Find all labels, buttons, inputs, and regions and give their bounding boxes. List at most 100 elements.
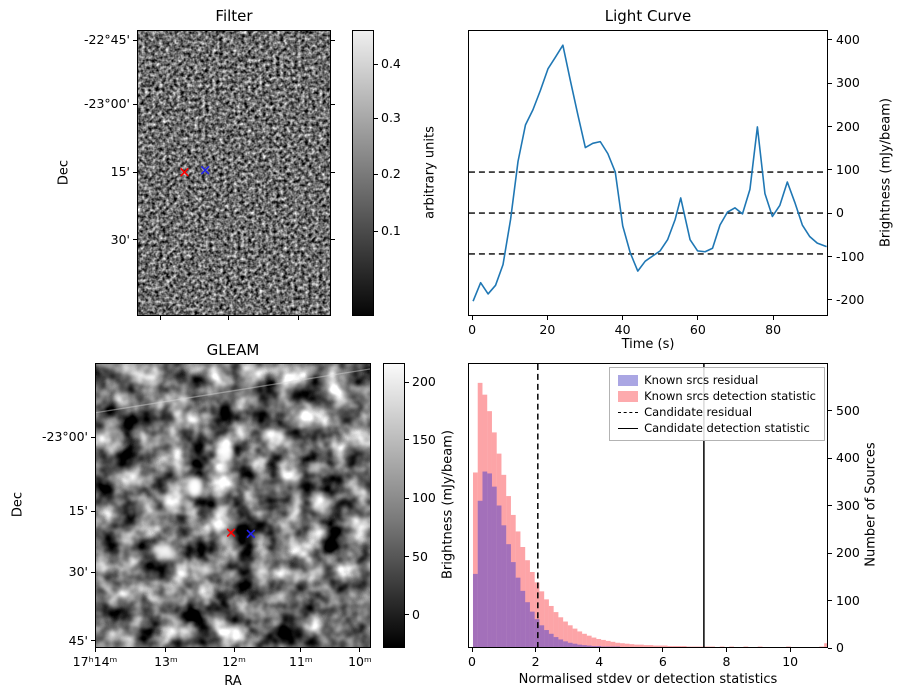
gleam-source-blob [199, 565, 212, 576]
gleam-noise-image [96, 364, 370, 647]
tick-mark [828, 169, 832, 171]
tick-mark [828, 126, 832, 128]
hist-bar [529, 572, 535, 647]
legend-patch-swatch [618, 390, 639, 402]
colorbar-tick-label: 0.3 [381, 110, 401, 126]
tick-mark [546, 316, 548, 320]
hist-bar [491, 432, 497, 647]
hist-bar [529, 611, 535, 647]
hist-bar [491, 486, 497, 647]
x-tick-label: 6 [658, 654, 667, 669]
y-tick-label: 15' [110, 164, 130, 180]
gleam-source-blob [185, 476, 204, 499]
y-tick-label: 100 [836, 161, 860, 177]
light-curve-plot [469, 44, 827, 302]
hist-bar [563, 641, 568, 647]
light-curve-xlabel: Time (s) [621, 337, 675, 352]
y-tick-label: 200 [836, 118, 860, 134]
histogram-plot [472, 364, 827, 647]
hist-bar [577, 644, 583, 647]
histogram-legend: Known srcs residual Known srcs detection … [609, 367, 825, 441]
light-curve-axes [468, 30, 828, 316]
gleam-source-blob [219, 444, 233, 462]
hist-bar [510, 562, 516, 647]
hist-bar [563, 621, 568, 647]
y-tick-label: -100 [836, 248, 865, 264]
gleam-title: GLEAM [206, 341, 260, 359]
x-tick-label: 4 [595, 654, 604, 669]
filter-title: Filter [215, 7, 253, 25]
tick-mark [471, 648, 473, 652]
y-tick-label: 30' [68, 564, 88, 580]
hist-bar [501, 474, 507, 647]
tick-mark [300, 648, 302, 652]
hist-bar [477, 382, 483, 647]
hist-bar [677, 646, 682, 647]
hist-bar [515, 531, 521, 647]
tick-mark [331, 39, 335, 41]
hist-bar [548, 605, 554, 647]
y-tick-label: 30' [110, 231, 130, 247]
hist-bar [648, 645, 654, 647]
y-tick-label: -23°00' [83, 96, 130, 112]
reference-x-marker [246, 529, 255, 538]
tick-mark [91, 510, 95, 512]
colorbar-tick-label: 150 [412, 431, 436, 447]
hist-bar [643, 645, 649, 647]
tick-mark [622, 316, 624, 320]
tick-mark [828, 212, 832, 214]
hist-bar [477, 500, 483, 647]
tick-mark [233, 648, 235, 652]
filter-colorbar-label: arbitrary units [422, 126, 438, 219]
legend-solid-line-swatch [618, 427, 639, 429]
gleam-source-blob [126, 507, 137, 516]
y-tick-label: 45' [68, 632, 88, 648]
candidate-x-marker [180, 167, 189, 177]
hist-bar [534, 582, 540, 647]
tick-mark [405, 614, 409, 616]
hist-bar [539, 625, 545, 647]
hist-bar [681, 646, 687, 647]
tick-mark [91, 571, 95, 573]
tick-mark [726, 648, 727, 652]
legend-dashed-line-swatch [618, 411, 639, 413]
hist-bar [525, 560, 530, 647]
colorbar-tick-label: 200 [412, 374, 436, 390]
tick-mark [828, 410, 832, 411]
hist-bar [586, 635, 592, 647]
tick-mark [91, 436, 95, 438]
y-tick-label: 400 [836, 31, 860, 47]
hist-bar [601, 639, 606, 647]
tick-mark [828, 457, 832, 459]
tick-mark [133, 103, 137, 105]
y-tick-label: 0 [836, 640, 844, 655]
hist-bar [501, 525, 507, 647]
light-curve-line [472, 44, 827, 302]
hist-bar [553, 612, 559, 647]
tick-mark [405, 381, 409, 383]
hist-bar [586, 645, 592, 647]
hist-bar [487, 473, 492, 647]
hist-bar [824, 643, 827, 647]
hist-bar [634, 644, 640, 647]
tick-mark [828, 600, 832, 601]
hist-bar [510, 514, 516, 647]
tick-mark [133, 171, 137, 173]
tick-mark [159, 316, 161, 320]
x-tick-label: 17ʰ14ᵐ [72, 654, 118, 669]
filter-noise-image [138, 31, 330, 315]
legend-item: Known srcs residual [618, 372, 816, 388]
legend-label: Candidate residual [644, 405, 753, 419]
filter-image-axes [137, 30, 331, 316]
gleam-mosaic-seam [96, 368, 370, 414]
tick-mark [405, 439, 409, 441]
hist-bar [558, 617, 564, 647]
x-tick-label: 60 [689, 322, 706, 337]
light-curve-ylabel: Brightness (mJy/beam) [878, 98, 894, 247]
hist-bar [520, 590, 526, 647]
candidate-x-marker [226, 528, 236, 537]
tick-mark [828, 256, 832, 258]
gleam-image-axes [95, 363, 371, 648]
tick-mark [331, 103, 335, 105]
